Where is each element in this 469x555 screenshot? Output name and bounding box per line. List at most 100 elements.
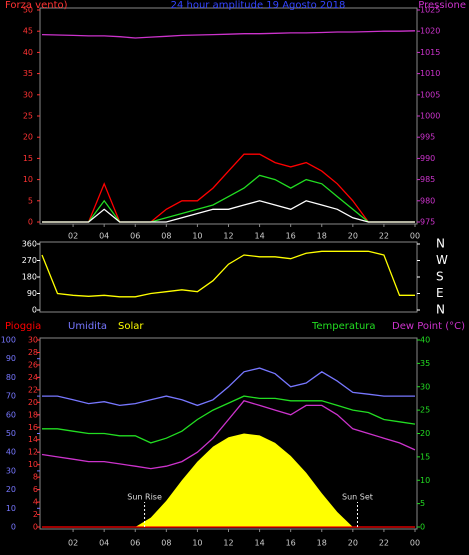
legend-label: Solar (118, 321, 144, 332)
y-tick-label: 30 (6, 466, 16, 475)
y-tick-label: 50 (23, 6, 33, 15)
y3-tick-label: 14 (28, 435, 38, 444)
y-tick-label: 35 (23, 69, 33, 78)
legend-label: Pioggia (5, 321, 41, 332)
x-tick-label: 22 (379, 232, 389, 241)
y3-tick-label: 30 (28, 336, 38, 345)
x-tick-label: 20 (348, 539, 358, 548)
y-tick-label: 180 (22, 273, 37, 282)
y2-tick-label: 1005 (420, 90, 440, 99)
y2-tick-label: 5 (420, 499, 425, 508)
x-tick-label: 10 (192, 539, 202, 548)
x-tick-label: 06 (130, 539, 140, 548)
x-tick-label: 22 (379, 539, 389, 548)
y-tick-label: 60 (6, 410, 16, 419)
x-tick-label: 06 (130, 232, 140, 241)
y2-tick-label: 15 (420, 452, 430, 461)
y3-tick-label: 12 (28, 448, 38, 457)
y-tick-label: 100 (1, 336, 16, 345)
y2-tick-label: E (436, 286, 444, 300)
legend-label: Dew Point (°C) (392, 321, 465, 332)
y2-tick-label: 985 (420, 175, 435, 184)
y-tick-label: 360 (22, 240, 37, 249)
y3-tick-label: 20 (28, 398, 38, 407)
x-tick-label: 08 (161, 539, 171, 548)
y2-tick-label: 20 (420, 429, 430, 438)
y3-tick-label: 6 (33, 485, 38, 494)
y-tick-label: 45 (23, 27, 33, 36)
x-tick-label: 14 (254, 232, 264, 241)
x-tick-label: 12 (223, 539, 233, 548)
y-tick-label: 10 (23, 175, 33, 184)
y3-tick-label: 4 (33, 498, 38, 507)
y3-tick-label: 22 (28, 385, 38, 394)
line (41, 250, 415, 298)
chart-title: 24 hour amplitude 19 Agosto 2018 (171, 0, 346, 11)
y-tick-label: 50 (6, 429, 16, 438)
y2-tick-label: 990 (420, 154, 435, 163)
x-tick-label: 20 (348, 232, 358, 241)
annotation: Sun Set (342, 493, 373, 502)
y2-tick-label: 30 (420, 382, 430, 391)
y2-tick-label: 0 (420, 523, 425, 532)
x-tick-label: 08 (161, 232, 171, 241)
y-tick-label: 20 (6, 485, 16, 494)
y-tick-label: 70 (6, 392, 16, 401)
y-tick-label: 15 (23, 154, 33, 163)
y2-tick-label: 1000 (420, 112, 440, 121)
x-tick-label: 18 (317, 232, 327, 241)
y-tick-label: 5 (28, 196, 33, 205)
x-tick-label: 02 (68, 539, 78, 548)
y3-tick-label: 26 (28, 360, 38, 369)
y2-tick-label: 35 (420, 359, 430, 368)
y3-tick-label: 16 (28, 423, 38, 432)
y2-tick-label: 40 (420, 336, 430, 345)
y2-tick-label: 995 (420, 133, 435, 142)
y-axis-title: Forza vento) (5, 0, 68, 11)
y-tick-label: 0 (28, 218, 33, 227)
x-tick-label: 12 (223, 232, 233, 241)
y2-tick-label: W (436, 253, 448, 267)
line (42, 174, 415, 223)
y2-tick-label: 980 (420, 196, 435, 205)
x-tick-label: 04 (99, 539, 109, 548)
line (41, 400, 416, 470)
x-tick-label: 16 (286, 539, 296, 548)
y-tick-label: 80 (6, 373, 16, 382)
y3-tick-label: 24 (28, 373, 38, 382)
y3-tick-label: 18 (28, 410, 38, 419)
y-tick-label: 30 (23, 90, 33, 99)
y3-tick-label: 28 (28, 348, 38, 357)
y3-tick-label: 0 (33, 523, 38, 532)
y2-tick-label: 975 (420, 218, 435, 227)
line (42, 200, 415, 223)
legend-label: Umidita (68, 321, 107, 332)
y-tick-label: 25 (23, 112, 33, 121)
y-tick-label: 90 (27, 289, 37, 298)
y-tick-label: 10 (6, 504, 16, 513)
y-tick-label: 40 (23, 48, 33, 57)
x-tick-label: 18 (317, 539, 327, 548)
y2-tick-label: 10 (420, 476, 430, 485)
y2-tick-label: 1015 (420, 48, 440, 57)
y-tick-label: 270 (22, 256, 37, 265)
y2-tick-label: N (436, 237, 445, 251)
x-tick-label: 04 (99, 232, 109, 241)
y3-tick-label: 2 (33, 510, 38, 519)
y2-axis-title: Pressione (418, 0, 466, 11)
y3-tick-label: 10 (28, 460, 38, 469)
y-tick-label: 40 (6, 448, 16, 457)
annotation: Sun Rise (127, 493, 162, 502)
line (41, 30, 416, 39)
y-tick-label: 0 (11, 523, 16, 532)
x-tick-label: 10 (192, 232, 202, 241)
y2-tick-label: 25 (420, 406, 430, 415)
y3-tick-label: 8 (33, 473, 38, 482)
y2-tick-label: S (436, 270, 444, 284)
line (42, 395, 416, 444)
y-tick-label: 20 (23, 133, 33, 142)
y2-tick-label: 1025 (420, 6, 440, 15)
line (42, 367, 415, 407)
y-tick-label: 90 (6, 354, 16, 363)
